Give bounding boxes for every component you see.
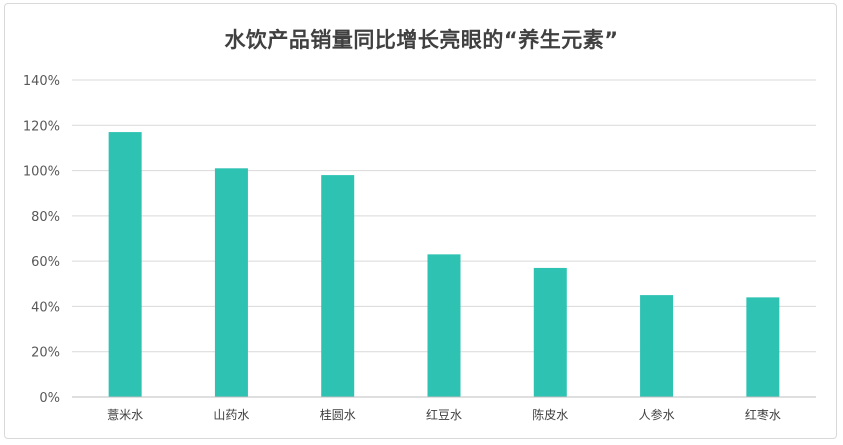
y-tick-label: 120% [23,119,60,134]
y-tick-label: 0% [39,391,60,406]
x-tick-label: 薏米水 [107,408,143,422]
x-tick-label: 人参水 [639,407,675,422]
bar [427,254,461,397]
bar [746,297,780,397]
y-tick-label: 100% [23,165,60,180]
x-tick-label: 陈皮水 [532,407,568,422]
x-tick-label: 红枣水 [745,407,781,422]
x-axis-labels: 薏米水 山药水 桂圆水 红豆水 陈皮水 人参水 红枣水 [107,407,781,422]
x-tick-label: 红豆水 [426,407,462,422]
bar [321,175,355,397]
y-tick-label: 40% [31,300,60,315]
x-tick-label: 桂圆水 [320,407,356,422]
bar [108,132,142,398]
x-tick-label: 山药水 [213,408,249,422]
y-tick-label: 20% [31,346,60,361]
y-tick-label: 60% [31,255,60,270]
bars [108,132,780,398]
bar [640,295,674,397]
y-axis-ticks: 0% 20% 40% 60% 80% 100% 120% 140% [23,74,60,406]
bar [214,168,248,397]
y-tick-label: 80% [31,210,60,225]
y-tick-label: 140% [23,74,60,89]
chart-frame [4,3,837,439]
bar [533,267,567,397]
chart-title: 水饮产品销量同比增长亮眼的“养生元素” [224,28,619,52]
